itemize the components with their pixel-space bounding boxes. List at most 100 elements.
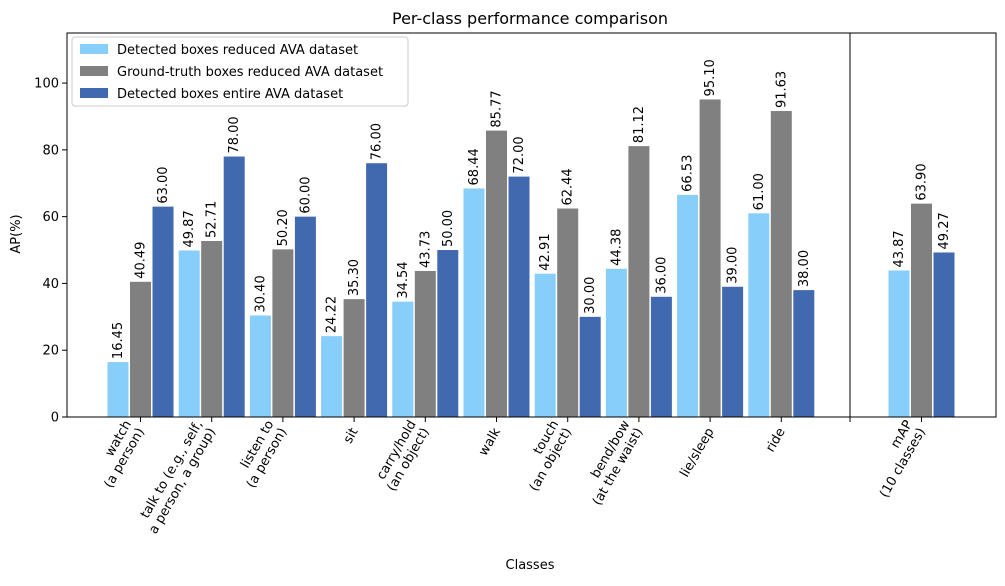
x-tick-label-line: sit: [341, 426, 362, 447]
bar-cat-8-detected-boxes-reduced-ava-dataset: [677, 194, 699, 417]
legend-swatch-groundtruth-reduced: [80, 66, 108, 76]
bar-cat-0-ground-truth-boxes-reduced-ava-dataset: [130, 281, 151, 417]
x-tick-label-line: walk: [476, 425, 504, 459]
data-label: 72.00: [512, 136, 527, 173]
bar-cat-3-detected-boxes-reduced-ava-dataset: [321, 336, 343, 417]
y-tick-label: 100: [34, 77, 59, 92]
x-tick-label-cat-2: listen to(a person): [238, 418, 290, 491]
y-tick-label: 60: [42, 210, 59, 225]
x-tick-label-map: mAP(10 classes): [877, 418, 929, 501]
bar-cat-5-ground-truth-boxes-reduced-ava-dataset: [486, 130, 507, 417]
data-label: 30.40: [253, 275, 268, 312]
x-tick-label-cat-5: walk: [476, 425, 504, 459]
data-label: 68.44: [467, 148, 482, 185]
y-axis-label: AP(%): [9, 214, 24, 253]
data-label: 76.00: [370, 123, 385, 160]
data-label: 61.00: [752, 173, 767, 210]
legend-label-detected-reduced: Detected boxes reduced AVA dataset: [117, 43, 358, 58]
data-label: 39.00: [726, 247, 741, 284]
data-label: 60.00: [298, 176, 313, 213]
bar-map-ground-truth-boxes-reduced-ava-dataset: [911, 203, 932, 417]
data-label: 50.00: [441, 210, 456, 247]
x-axis-label: Classes: [506, 558, 555, 573]
bar-cat-3-ground-truth-boxes-reduced-ava-dataset: [343, 299, 365, 417]
data-label: 40.49: [134, 242, 149, 279]
bar-cat-5-detected-boxes-reduced-ava-dataset: [463, 188, 485, 417]
bar-cat-2-detected-boxes-entire-ava-dataset: [294, 216, 316, 417]
bar-map-detected-boxes-reduced-ava-dataset: [888, 270, 910, 417]
legend-swatch-detected-reduced: [80, 44, 108, 54]
data-label: 49.27: [937, 212, 952, 249]
data-label: 24.22: [325, 296, 340, 333]
data-label: 38.00: [797, 250, 812, 287]
data-label: 78.00: [227, 116, 242, 153]
bar-cat-1-detected-boxes-entire-ava-dataset: [223, 156, 245, 417]
plot-area: 0 20 40 60 80 100 16.45 40.49 63.00 watch(a perso…: [34, 32, 997, 537]
legend: Detected boxes reduced AVA dataset Groun…: [71, 36, 409, 107]
data-label: 66.53: [681, 155, 696, 192]
bar-cat-9-detected-boxes-entire-ava-dataset: [793, 290, 815, 417]
bar-cat-7-ground-truth-boxes-reduced-ava-dataset: [628, 146, 650, 417]
axes-frame: [66, 32, 997, 418]
bar-cat-6-detected-boxes-entire-ava-dataset: [579, 316, 601, 417]
data-label: 63.90: [915, 163, 930, 200]
bar-cat-7-detected-boxes-entire-ava-dataset: [650, 296, 672, 417]
data-label: 49.87: [182, 210, 197, 247]
data-label: 44.38: [609, 229, 624, 266]
x-tick-label-line: ride: [763, 426, 789, 455]
y-tick-label: 20: [42, 344, 59, 359]
y-tick-label: 80: [42, 143, 59, 158]
data-label: 34.54: [396, 261, 411, 298]
bar-cat-8-detected-boxes-entire-ava-dataset: [722, 286, 744, 417]
bar-cat-0-detected-boxes-entire-ava-dataset: [152, 206, 174, 417]
data-label: 81.12: [632, 106, 647, 143]
data-label: 63.00: [156, 166, 171, 203]
data-label: 43.73: [418, 231, 433, 268]
y-tick-label: 0: [51, 411, 59, 426]
data-label: 95.10: [703, 59, 718, 96]
data-label: 85.77: [490, 90, 505, 127]
bar-cat-1-ground-truth-boxes-reduced-ava-dataset: [201, 240, 223, 417]
bar-cat-2-detected-boxes-reduced-ava-dataset: [249, 315, 271, 417]
x-tick-label-cat-4: carry/hold(an object): [374, 418, 433, 494]
data-label: 50.20: [276, 209, 291, 246]
data-label: 62.44: [561, 168, 576, 205]
data-label: 91.63: [774, 71, 789, 108]
legend-label-groundtruth-reduced: Ground-truth boxes reduced AVA dataset: [117, 65, 383, 80]
data-label: 36.00: [654, 257, 669, 294]
legend-swatch-detected-entire: [80, 88, 108, 98]
x-tick-label-cat-0: watch(a person): [102, 418, 148, 491]
data-label: 43.87: [892, 230, 907, 267]
data-label: 52.71: [205, 201, 220, 238]
bar-cat-4-detected-boxes-reduced-ava-dataset: [392, 301, 414, 417]
x-tick-label-cat-9: ride: [763, 426, 789, 455]
x-tick-label-cat-6: touch(an object): [527, 418, 575, 494]
chart-title: Per-class performance comparison: [392, 9, 668, 28]
data-label: 16.45: [111, 322, 126, 359]
bar-cat-0-detected-boxes-reduced-ava-dataset: [107, 362, 129, 417]
x-tick-label-cat-7: bend/bow(at the waist): [588, 418, 646, 509]
bar-cat-4-detected-boxes-entire-ava-dataset: [437, 250, 459, 417]
x-tick-label-cat-8: lie/sleep: [677, 426, 717, 480]
bar-cat-7-detected-boxes-reduced-ava-dataset: [605, 268, 627, 417]
bar-cat-8-ground-truth-boxes-reduced-ava-dataset: [699, 99, 721, 417]
bar-cat-9-detected-boxes-reduced-ava-dataset: [748, 213, 770, 417]
bar-cat-4-ground-truth-boxes-reduced-ava-dataset: [414, 270, 436, 417]
x-tick-label-cat-3: sit: [341, 426, 362, 447]
bar-cat-6-detected-boxes-reduced-ava-dataset: [534, 273, 556, 417]
bar-cat-2-ground-truth-boxes-reduced-ava-dataset: [272, 249, 294, 417]
bar-cat-1-detected-boxes-reduced-ava-dataset: [178, 250, 200, 417]
x-tick-label-line: lie/sleep: [677, 426, 717, 480]
y-tick-label: 40: [42, 277, 59, 292]
bar-cat-9-ground-truth-boxes-reduced-ava-dataset: [770, 111, 792, 418]
data-label: 35.30: [347, 259, 362, 296]
bar-cat-5-detected-boxes-entire-ava-dataset: [508, 176, 530, 417]
bar-cat-3-detected-boxes-entire-ava-dataset: [366, 163, 388, 417]
data-label: 30.00: [583, 277, 598, 314]
legend-frame: [71, 36, 409, 107]
legend-label-detected-entire: Detected boxes entire AVA dataset: [117, 87, 343, 102]
bar-cat-6-ground-truth-boxes-reduced-ava-dataset: [557, 208, 579, 417]
bar-map-detected-boxes-entire-ava-dataset: [933, 252, 955, 417]
